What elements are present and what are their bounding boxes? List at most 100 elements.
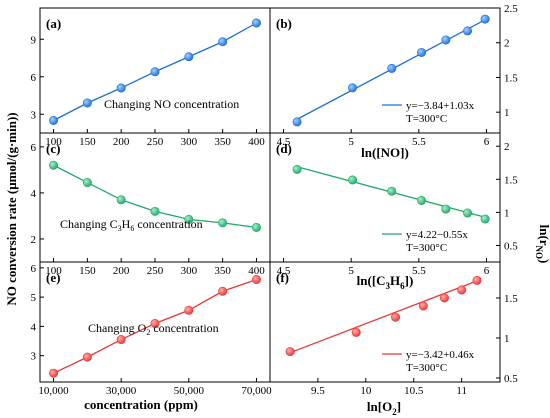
- y-tick-label-f-2: 1.5: [504, 293, 518, 305]
- x-tick-label-b-1: 5: [348, 136, 354, 148]
- x-tick-label-c-1: 150: [79, 265, 96, 277]
- panel-frame-c: [39, 132, 271, 263]
- panel-label-d: (d): [276, 141, 292, 156]
- y-tick-label-e-2: 5: [31, 292, 37, 304]
- y-tick-label-b-0: 1: [504, 107, 510, 119]
- x-axis-label-d: ln([C3H6]): [357, 273, 414, 291]
- data-point-b-3: [417, 47, 427, 57]
- data-point-a-6: [251, 18, 261, 28]
- y-tick-label-e-0: 3: [31, 351, 37, 363]
- data-point-c-0: [49, 160, 59, 170]
- data-point-e-1: [82, 352, 92, 362]
- y-tick-label-c-2: 6: [31, 142, 37, 154]
- y-tick-label-b-2: 2: [504, 38, 510, 50]
- data-point-d-6: [480, 214, 490, 224]
- panel-label-a: (a): [46, 16, 61, 31]
- panel-label-f: (f): [276, 270, 289, 285]
- panel-label-c: (c): [46, 141, 60, 156]
- x-tick-label-f-2: 10.5: [404, 385, 424, 397]
- data-point-c-1: [82, 178, 92, 188]
- x-tick-label-a-5: 350: [214, 136, 231, 148]
- data-point-f-6: [472, 275, 482, 285]
- annotation-c: Changing C3H6 concentration: [60, 217, 203, 233]
- data-point-a-3: [150, 67, 160, 77]
- panel-label-b: (b): [276, 16, 292, 31]
- data-point-b-0: [292, 117, 302, 127]
- data-point-e-6: [251, 275, 261, 285]
- x-tick-label-b-3: 6: [484, 136, 490, 148]
- data-point-f-3: [418, 301, 428, 311]
- data-point-b-5: [463, 26, 473, 36]
- data-point-e-5: [218, 286, 228, 296]
- data-point-f-5: [457, 285, 467, 295]
- panel-c: 2 4 6 100 150 200 250 300 350 400 (c): [31, 132, 271, 277]
- y-tick-label-d-2: 1.5: [504, 174, 518, 186]
- data-point-e-2: [116, 335, 126, 345]
- x-tick-label-e-1: 30,000: [106, 385, 137, 397]
- data-point-d-4: [441, 204, 451, 214]
- x-tick-label-a-2: 200: [113, 136, 130, 148]
- data-point-b-6: [480, 14, 490, 24]
- x-tick-label-f-3: 11: [456, 385, 467, 397]
- panel-f: 0.5 1 1.5 9.5 10 10.5 11 (f) y=−3.42+0.46xT=300°…: [269, 261, 518, 397]
- panel-a: 3 6 9 100 150 200 250 300 350 400 (a): [31, 7, 271, 148]
- annotation-a: Changing NO concentration: [104, 97, 239, 111]
- bottom-right-x-axis-label: ln[O2]: [367, 399, 401, 417]
- x-tick-label-d-2: 5.5: [412, 265, 426, 277]
- data-point-f-2: [391, 312, 401, 322]
- y-tick-label-d-3: 2: [504, 141, 510, 153]
- x-tick-label-a-4: 300: [181, 136, 198, 148]
- x-tick-label-a-3: 250: [147, 136, 164, 148]
- data-point-e-4: [184, 305, 194, 315]
- data-point-c-4: [184, 214, 194, 224]
- legend-temperature-f: T=300°C: [406, 362, 447, 374]
- data-point-d-3: [417, 195, 427, 205]
- x-tick-label-f-0: 9.5: [311, 385, 325, 397]
- y-tick-label-f-0: 0.5: [504, 373, 518, 385]
- data-point-a-5: [218, 37, 228, 47]
- y-tick-label-a-0: 3: [31, 109, 37, 121]
- data-point-c-3: [150, 206, 160, 216]
- x-tick-label-f-1: 10: [360, 385, 372, 397]
- y-tick-label-c-1: 4: [31, 188, 37, 200]
- data-point-a-1: [82, 98, 92, 108]
- x-tick-label-d-3: 6: [484, 265, 490, 277]
- bottom-left-x-axis-label: concentration (ppm): [84, 397, 198, 412]
- x-tick-label-e-3: 70,000: [241, 385, 272, 397]
- data-point-e-0: [49, 368, 59, 378]
- data-point-b-2: [387, 63, 397, 73]
- data-point-a-0: [49, 116, 59, 126]
- legend-equation-b: y=−3.84+1.03x: [406, 100, 475, 112]
- data-point-f-4: [439, 293, 449, 303]
- data-point-a-2: [116, 83, 126, 93]
- y-tick-label-d-1: 1: [504, 207, 510, 219]
- y-tick-label-a-1: 6: [31, 72, 37, 84]
- data-point-d-0: [292, 164, 302, 174]
- x-tick-label-e-0: 10,000: [38, 385, 69, 397]
- y-tick-label-a-2: 9: [31, 34, 37, 46]
- annotation-e: Changing O2 concentration: [88, 321, 219, 337]
- data-point-c-5: [218, 218, 228, 228]
- right-y-axis-label: ln(rNO): [534, 225, 550, 264]
- data-point-d-5: [463, 208, 473, 218]
- fit-line-f: [289, 280, 478, 354]
- left-y-axis-label: NO conversion rate (μmol/(g·min)): [4, 112, 19, 305]
- y-tick-label-e-1: 4: [31, 321, 37, 333]
- x-axis-label-b: ln([NO]): [361, 145, 409, 160]
- data-point-d-2: [387, 186, 397, 196]
- x-tick-label-c-2: 200: [113, 265, 130, 277]
- x-tick-label-e-2: 50,000: [174, 385, 205, 397]
- legend-equation-f: y=−3.42+0.46x: [406, 349, 475, 361]
- x-tick-label-c-3: 250: [147, 265, 164, 277]
- legend-temperature-b: T=300°C: [406, 113, 447, 125]
- legend-temperature-d: T=300°C: [406, 242, 447, 254]
- data-point-c-2: [116, 195, 126, 205]
- x-tick-label-d-0: 4.5: [277, 265, 291, 277]
- y-tick-label-b-3: 2.5: [504, 3, 518, 15]
- x-tick-label-a-0: 100: [45, 136, 62, 148]
- x-tick-label-c-5: 350: [214, 265, 231, 277]
- y-tick-label-f-1: 1: [504, 333, 510, 345]
